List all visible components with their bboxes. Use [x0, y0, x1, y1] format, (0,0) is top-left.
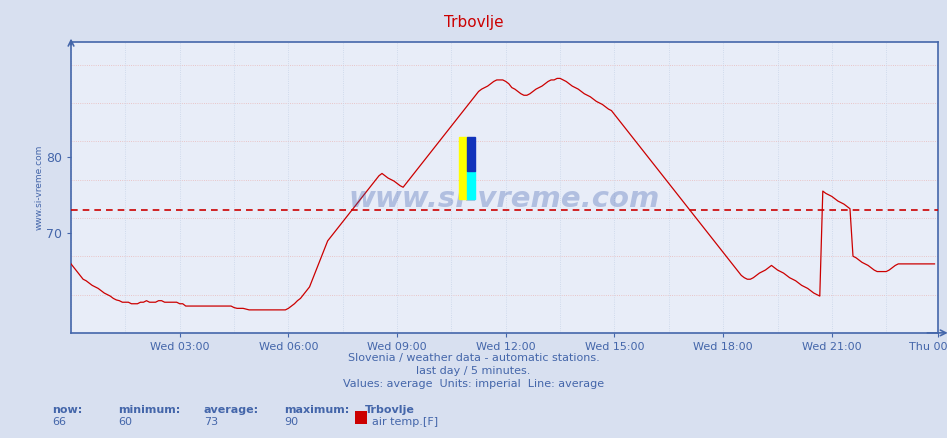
Text: Values: average  Units: imperial  Line: average: Values: average Units: imperial Line: av… — [343, 379, 604, 389]
Text: Trbovlje: Trbovlje — [444, 15, 503, 30]
Text: Slovenia / weather data - automatic stations.: Slovenia / weather data - automatic stat… — [348, 353, 599, 363]
Y-axis label: www.si-vreme.com: www.si-vreme.com — [34, 145, 44, 230]
Text: average:: average: — [204, 405, 259, 415]
Text: 66: 66 — [52, 417, 66, 427]
Text: minimum:: minimum: — [118, 405, 181, 415]
Text: last day / 5 minutes.: last day / 5 minutes. — [417, 366, 530, 376]
Bar — [467, 138, 474, 171]
Text: Trbovlje: Trbovlje — [365, 405, 415, 415]
Text: maximum:: maximum: — [284, 405, 349, 415]
Bar — [467, 171, 474, 199]
Text: 90: 90 — [284, 417, 298, 427]
Text: www.si-vreme.com: www.si-vreme.com — [348, 185, 660, 213]
Text: 60: 60 — [118, 417, 133, 427]
Text: air temp.[F]: air temp.[F] — [372, 417, 438, 427]
Text: now:: now: — [52, 405, 82, 415]
Text: 73: 73 — [204, 417, 218, 427]
Bar — [459, 138, 467, 199]
